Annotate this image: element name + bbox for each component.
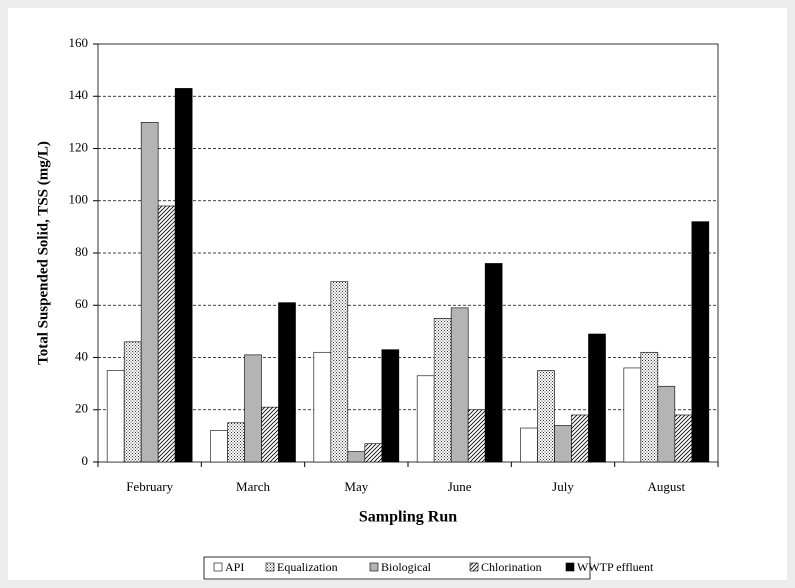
bar	[554, 425, 572, 463]
bar	[691, 221, 710, 463]
bar	[330, 281, 349, 463]
bar	[261, 406, 279, 463]
bar	[313, 351, 332, 463]
y-tick-label: 120	[69, 139, 89, 154]
legend-swatch	[213, 562, 223, 572]
legend-swatch	[369, 562, 379, 572]
bar	[484, 263, 503, 463]
bar	[140, 122, 159, 463]
y-tick-label: 60	[75, 296, 88, 311]
x-tick-label: February	[126, 479, 173, 494]
legend-swatch	[565, 562, 575, 572]
bar	[640, 351, 659, 463]
bar	[347, 451, 366, 463]
legend-label: Equalization	[277, 560, 338, 574]
y-tick-label: 80	[75, 244, 88, 259]
bar	[278, 302, 296, 463]
x-tick-label: May	[344, 479, 368, 494]
bar	[674, 414, 693, 463]
bar	[123, 341, 142, 463]
y-tick-label: 100	[69, 192, 89, 207]
legend-box	[203, 556, 591, 580]
legend-swatch	[469, 562, 479, 572]
y-tick-label: 40	[75, 348, 88, 363]
chart-background	[8, 8, 787, 580]
bar	[657, 385, 676, 463]
bar	[227, 422, 245, 463]
bar	[157, 205, 176, 463]
bar	[571, 414, 589, 463]
bar	[364, 443, 383, 463]
bar	[106, 370, 125, 463]
bar	[623, 367, 642, 463]
y-tick-label: 140	[69, 87, 89, 102]
bar	[416, 375, 435, 463]
bar	[467, 409, 486, 463]
bar	[381, 349, 400, 463]
y-axis-title: Total Suspended Solid, TSS (mg/L)	[35, 141, 51, 365]
x-tick-label: August	[648, 479, 686, 494]
bar	[520, 427, 538, 463]
bar	[450, 307, 469, 463]
bar	[433, 318, 452, 463]
legend-label: Biological	[381, 560, 432, 574]
legend-label: Chlorination	[481, 560, 542, 574]
x-tick-label: June	[448, 479, 472, 494]
y-tick-label: 0	[82, 453, 89, 468]
x-tick-label: July	[552, 479, 574, 494]
x-axis-title: Sampling Run	[359, 509, 457, 526]
bar	[210, 430, 228, 463]
bar	[537, 370, 555, 463]
bar	[244, 354, 262, 463]
legend-label: API	[225, 560, 244, 574]
bar	[174, 88, 193, 463]
y-tick-label: 20	[75, 401, 88, 416]
legend-label: WWTP effluent	[577, 560, 654, 574]
y-tick-label: 160	[69, 35, 89, 50]
bar	[588, 333, 606, 463]
x-tick-label: March	[236, 479, 270, 494]
legend-swatch	[265, 562, 275, 572]
